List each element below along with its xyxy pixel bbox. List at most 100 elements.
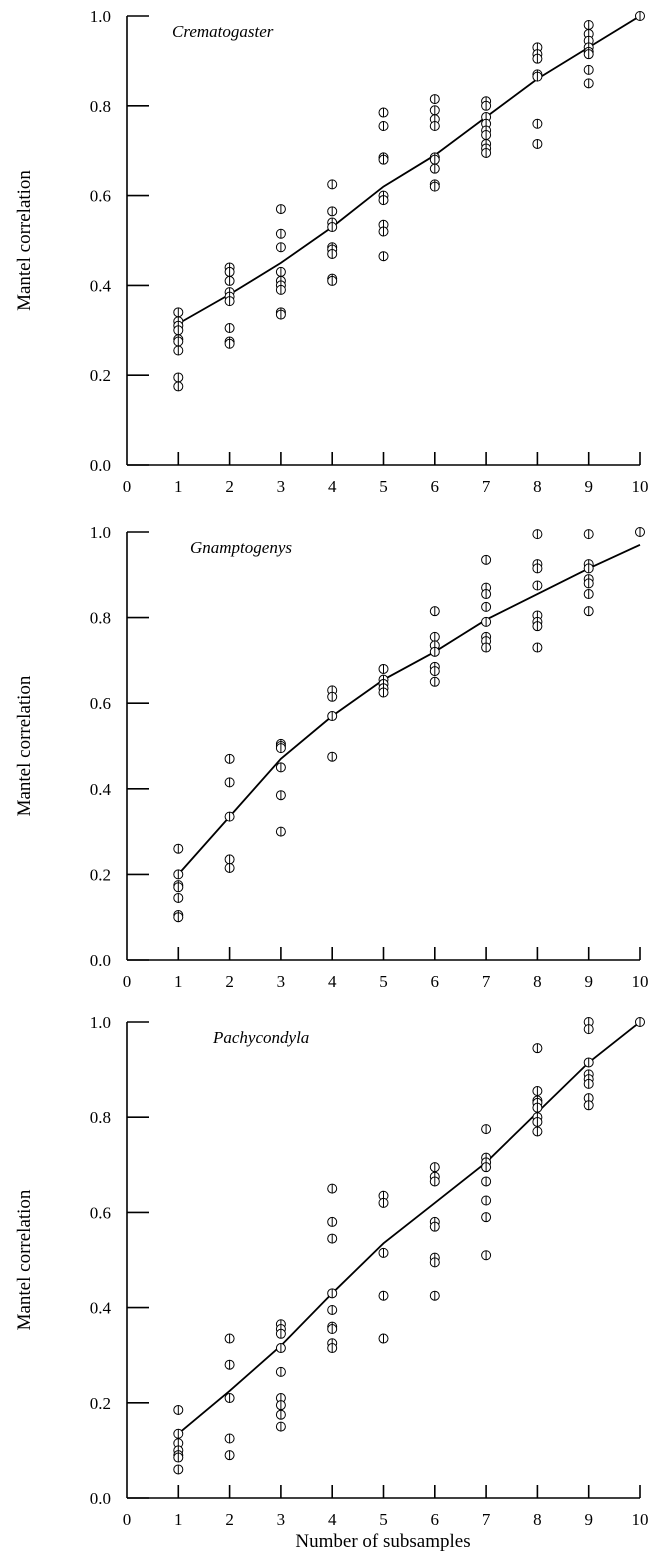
data-point [583,78,594,89]
species-annotation: Crematogaster [172,22,274,41]
data-point [481,100,492,111]
data-point [532,563,543,574]
data-point [378,1333,389,1344]
y-tick-label: 0.8 [90,1108,111,1127]
data-point [429,1221,440,1232]
data-point [481,1162,492,1173]
y-axis-label: Mantel correlation [14,170,35,311]
data-point [378,226,389,237]
data-point [481,1212,492,1223]
data-point [378,1247,389,1258]
data-point [378,687,389,698]
x-tick-label: 9 [584,972,593,991]
data-point [378,154,389,165]
y-tick-label: 0.4 [90,276,112,295]
data-point [429,105,440,116]
x-tick-label: 10 [632,1510,649,1529]
data-point [481,1124,492,1135]
data-point [532,1126,543,1137]
data-point [635,1017,645,1027]
y-tick-label: 0.4 [90,780,112,799]
data-point [481,147,492,158]
data-point [275,204,286,215]
data-point [224,1393,235,1404]
data-point [429,1257,440,1268]
data-point [532,118,543,129]
data-point [481,554,492,565]
panel-pachycondyla: 0.0 0.2 0.4 0.6 0.8 1.0 0 1 2 3 4 5 6 7 8 9 10 Mantel cor… [14,1013,649,1552]
x-tick-label: 10 [632,477,649,496]
y-tick-label: 0.0 [90,951,111,970]
data-point [378,1290,389,1301]
data-point [429,1290,440,1301]
data-point [173,912,184,923]
data-point [173,381,184,392]
x-tick-label: 4 [328,972,337,991]
x-tick-label: 2 [225,1510,234,1529]
data-point [275,1409,286,1420]
data-point [327,1324,338,1335]
data-point [429,1176,440,1187]
x-tick-label: 1 [174,972,183,991]
data-point [378,1197,389,1208]
x-tick-label: 6 [431,972,440,991]
data-point [378,121,389,132]
data-point [532,138,543,149]
x-tick-label: 6 [431,1510,440,1529]
y-tick-label: 0.8 [90,97,111,116]
x-tick-label: 3 [277,972,286,991]
data-point [224,1433,235,1444]
y-tick-label: 0.2 [90,865,111,884]
data-point [583,1078,594,1089]
data-point [224,811,235,822]
data-point [275,1400,286,1411]
data-point [481,589,492,600]
data-point [583,49,594,60]
data-point [327,691,338,702]
fit-line [177,15,641,325]
data-point [224,1450,235,1461]
x-tick-label: 3 [277,477,286,496]
data-point [481,642,492,653]
x-tick-label: 8 [533,477,542,496]
data-point [275,1366,286,1377]
data-point [481,1195,492,1206]
species-annotation: Pachycondyla [212,1028,309,1047]
data-point [275,1421,286,1432]
data-point [275,284,286,295]
data-point [224,1359,235,1370]
data-point [583,529,594,540]
x-tick-label: 5 [379,1510,388,1529]
data-point [429,1162,440,1173]
x-tick-label: 2 [225,477,234,496]
x-tick-label: 7 [482,1510,491,1529]
data-point [429,676,440,687]
data-point [429,154,440,165]
data-point [532,1102,543,1113]
y-axis-label: Mantel correlation [14,1189,35,1330]
data-point [275,790,286,801]
y-tick-label: 1.0 [90,1013,111,1032]
y-tick-label: 0.6 [90,1203,111,1222]
x-tick-label: 8 [533,972,542,991]
data-point [583,563,594,574]
x-tick-label: 3 [277,1510,286,1529]
data-point [327,1183,338,1194]
data-point [583,1100,594,1111]
y-tick-label: 0.2 [90,366,111,385]
data-point [429,606,440,617]
data-point [327,248,338,259]
data-point [532,621,543,632]
x-tick-label: 0 [123,972,132,991]
data-point [481,601,492,612]
panel-crematogaster: 0.0 0.2 0.4 0.6 0.8 1.0 0 1 2 3 4 5 6 7 8 9 10 Mantel cor… [14,7,649,496]
data-point [224,275,235,286]
data-point [173,1464,184,1475]
data-point [224,296,235,307]
fit-line [177,543,641,875]
data-point [275,1328,286,1339]
fit-line [177,1021,641,1435]
x-tick-label: 1 [174,1510,183,1529]
data-point [173,892,184,903]
